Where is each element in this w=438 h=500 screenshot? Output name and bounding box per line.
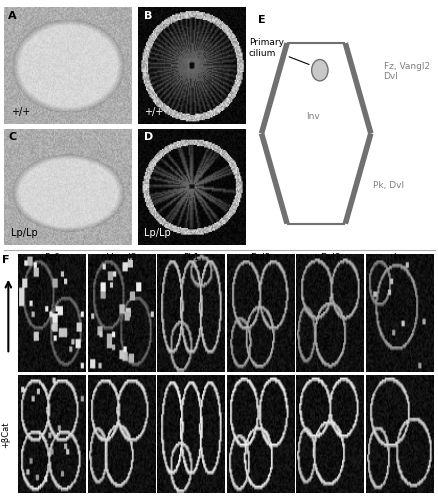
Text: A: A (8, 11, 17, 21)
Text: Primary
cilium: Primary cilium (248, 38, 308, 64)
Text: Dvl2: Dvl2 (250, 254, 271, 262)
Text: Pk1: Pk1 (183, 254, 199, 262)
Text: Pk, Dvl: Pk, Dvl (372, 181, 403, 190)
Text: Dvl3: Dvl3 (319, 254, 340, 262)
Text: D: D (143, 132, 152, 142)
Text: Inv: Inv (392, 254, 406, 262)
Text: Inv: Inv (305, 112, 319, 121)
Text: C: C (8, 132, 16, 142)
Text: Lp/Lp: Lp/Lp (11, 228, 37, 238)
Text: +/+: +/+ (143, 107, 162, 117)
Circle shape (311, 60, 327, 81)
Text: +βCat: +βCat (1, 421, 10, 448)
Text: Lp/Lp: Lp/Lp (143, 228, 170, 238)
Text: Fz, Vangl2
Dvl: Fz, Vangl2 Dvl (383, 62, 429, 82)
Text: Fz6: Fz6 (44, 254, 60, 262)
Polygon shape (261, 43, 370, 224)
Text: B: B (143, 11, 152, 21)
Text: E: E (257, 14, 265, 24)
Text: +/+: +/+ (11, 107, 30, 117)
Text: F: F (2, 255, 10, 265)
Text: Vangl2: Vangl2 (106, 254, 137, 262)
